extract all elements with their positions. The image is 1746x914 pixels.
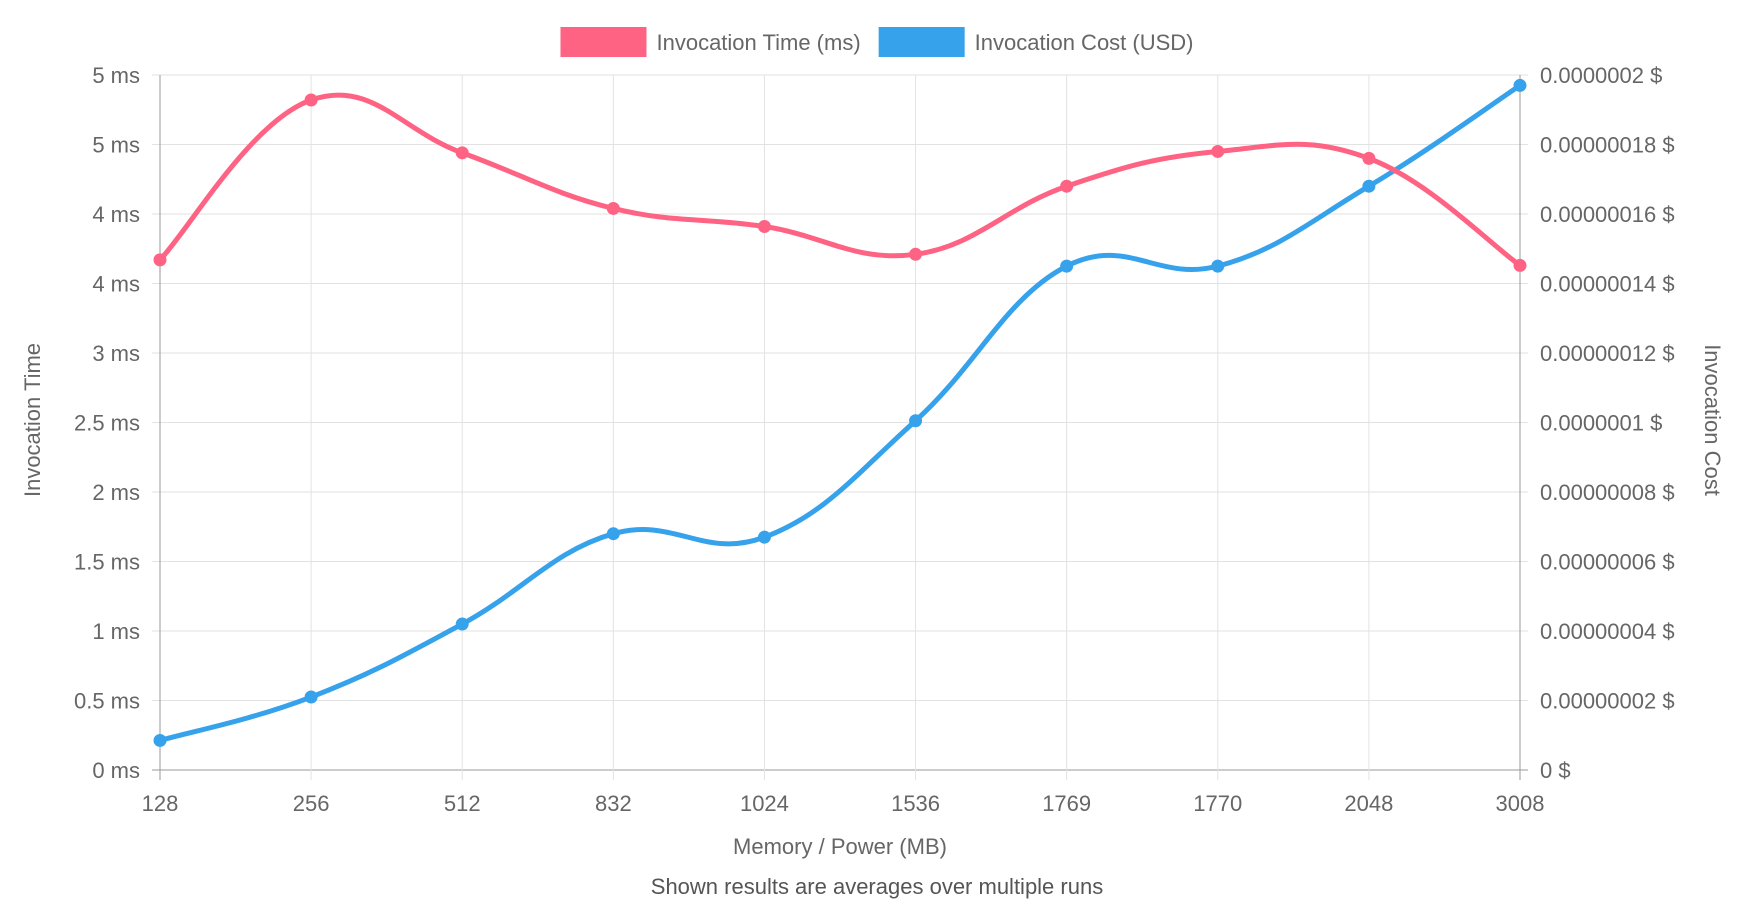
x-tick-label: 128: [142, 791, 179, 816]
data-point-cost[interactable]: [154, 734, 166, 746]
data-point-cost[interactable]: [1363, 180, 1375, 192]
x-tick-label: 1770: [1193, 791, 1242, 816]
legend-label-time[interactable]: Invocation Time (ms): [656, 30, 860, 55]
data-point-time[interactable]: [1061, 180, 1073, 192]
data-point-time[interactable]: [758, 221, 770, 233]
y-left-tick-label: 3 ms: [92, 341, 140, 366]
legend-label-cost[interactable]: Invocation Cost (USD): [975, 30, 1194, 55]
data-point-time[interactable]: [1514, 259, 1526, 271]
x-axis-title: Memory / Power (MB): [733, 834, 947, 859]
y-left-tick-label: 2.5 ms: [74, 411, 140, 436]
series-line-cost: [160, 85, 1520, 740]
x-tick-label: 256: [293, 791, 330, 816]
x-tick-label: 832: [595, 791, 632, 816]
legend[interactable]: Invocation Time (ms) Invocation Cost (USD…: [560, 27, 1193, 57]
y-left-tick-label: 1.5 ms: [74, 550, 140, 575]
y-left-tick-label: 5 ms: [92, 133, 140, 158]
legend-swatch-time[interactable]: [560, 27, 646, 57]
data-point-cost[interactable]: [607, 528, 619, 540]
data-point-cost[interactable]: [758, 531, 770, 543]
y-left-tick-label: 2 ms: [92, 480, 140, 505]
data-point-time[interactable]: [305, 94, 317, 106]
y-right-tick-label: 0.00000004 $: [1540, 619, 1675, 644]
gridlines: [152, 75, 1528, 780]
y-right-tick-label: 0.00000008 $: [1540, 480, 1675, 505]
y-left-tick-label: 5 ms: [92, 63, 140, 88]
y-axis-left-title: Invocation Time: [20, 343, 45, 497]
y-right-tick-label: 0.00000016 $: [1540, 202, 1675, 227]
data-point-time[interactable]: [910, 248, 922, 260]
y-right-tick-label: 0.00000018 $: [1540, 133, 1675, 158]
data-point-cost[interactable]: [1061, 260, 1073, 272]
y-right-tick-label: 0.00000012 $: [1540, 341, 1675, 366]
y-left-tick-label: 1 ms: [92, 619, 140, 644]
data-point-time[interactable]: [154, 254, 166, 266]
legend-swatch-cost[interactable]: [879, 27, 965, 57]
data-point-time[interactable]: [1212, 145, 1224, 157]
axes: 0 ms 0.5 ms 1 ms 1.5 ms 2 ms 2.5 ms 3 ms 4 ms 4 …: [74, 63, 1675, 816]
y-right-tick-label: 0.0000001 $: [1540, 411, 1662, 436]
series-layer: [154, 79, 1526, 746]
footnote: Shown results are averages over multiple…: [651, 874, 1103, 899]
x-tick-label: 2048: [1344, 791, 1393, 816]
x-tick-label: 1769: [1042, 791, 1091, 816]
y-right-tick-label: 0 $: [1540, 758, 1571, 783]
series-line-time: [160, 95, 1520, 265]
x-tick-label: 1536: [891, 791, 940, 816]
y-right-tick-label: 0.00000014 $: [1540, 272, 1675, 297]
data-point-cost[interactable]: [1212, 260, 1224, 272]
chart-container: 0 ms 0.5 ms 1 ms 1.5 ms 2 ms 2.5 ms 3 ms 4 ms 4 …: [0, 0, 1746, 914]
data-point-cost[interactable]: [1514, 79, 1526, 91]
data-point-cost[interactable]: [910, 415, 922, 427]
y-right-tick-label: 0.00000006 $: [1540, 550, 1675, 575]
y-left-tick-label: 4 ms: [92, 202, 140, 227]
x-tick-label: 512: [444, 791, 481, 816]
x-tick-label: 3008: [1496, 791, 1545, 816]
data-point-time[interactable]: [607, 202, 619, 214]
y-axis-right-title: Invocation Cost: [1700, 344, 1725, 496]
y-left-tick-label: 4 ms: [92, 272, 140, 297]
y-left-tick-label: 0 ms: [92, 758, 140, 783]
data-point-time[interactable]: [1363, 152, 1375, 164]
x-tick-label: 1024: [740, 791, 789, 816]
data-point-time[interactable]: [456, 147, 468, 159]
data-point-cost[interactable]: [305, 691, 317, 703]
y-right-tick-label: 0.0000002 $: [1540, 63, 1662, 88]
data-point-cost[interactable]: [456, 618, 468, 630]
y-left-tick-label: 0.5 ms: [74, 689, 140, 714]
line-chart: 0 ms 0.5 ms 1 ms 1.5 ms 2 ms 2.5 ms 3 ms 4 ms 4 …: [0, 0, 1746, 914]
y-right-tick-label: 0.00000002 $: [1540, 689, 1675, 714]
